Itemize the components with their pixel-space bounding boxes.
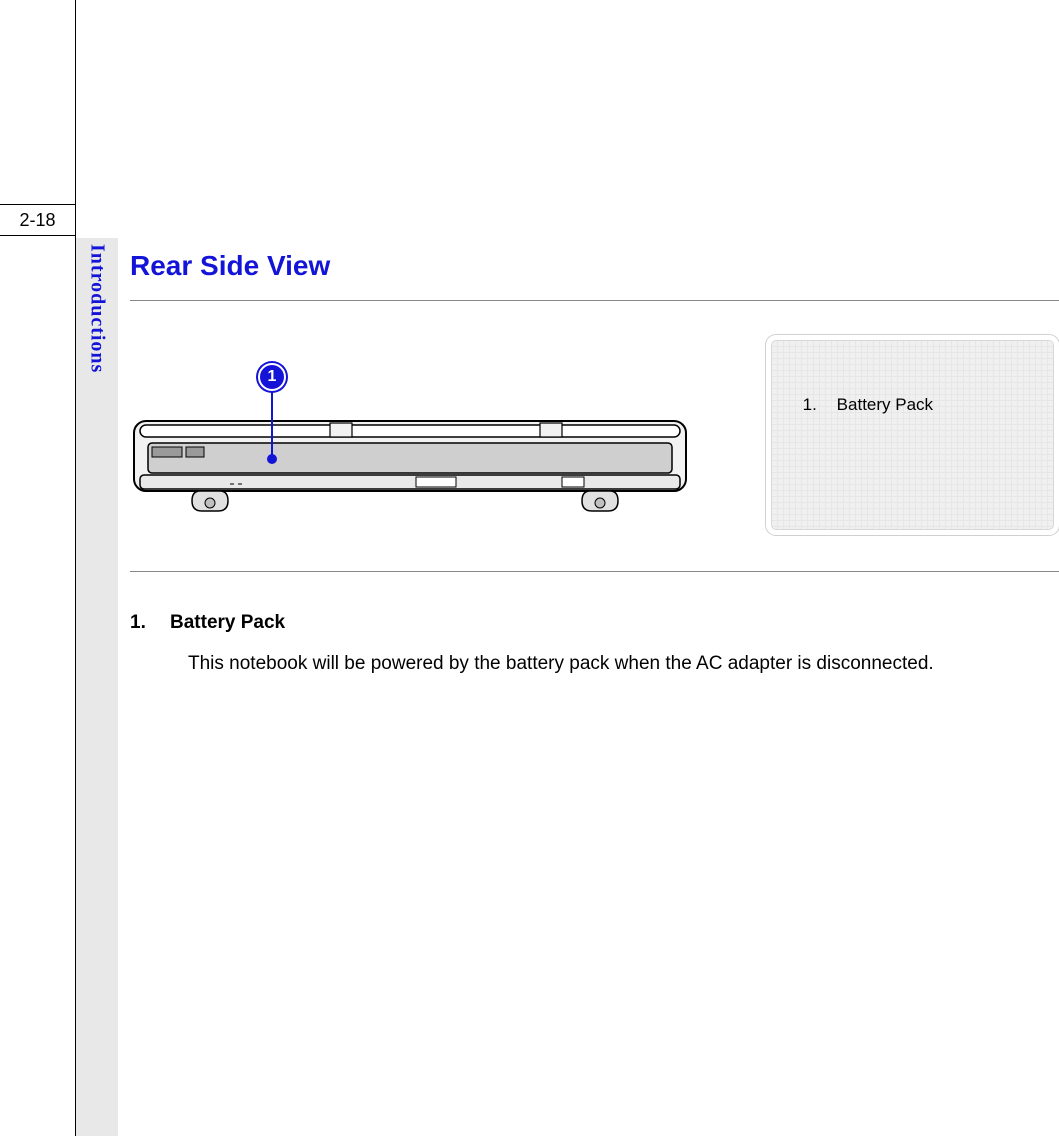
- callout-badge-1-text: 1: [268, 368, 277, 386]
- callout-badge-1: 1: [258, 363, 286, 391]
- device-rear-view-icon: [130, 411, 690, 516]
- figure-row: 1: [130, 301, 1059, 571]
- description-item-1-body: This notebook will be powered by the bat…: [188, 650, 1059, 679]
- section-rule-bottom: [130, 571, 1059, 572]
- description-list: 1. Battery Pack This notebook will be po…: [130, 612, 1059, 679]
- page-content: Rear Side View 1: [130, 250, 1059, 1136]
- description-item-1: 1. Battery Pack: [130, 612, 1059, 634]
- description-item-1-title: Battery Pack: [170, 612, 285, 634]
- page-number: 2-18: [0, 204, 75, 236]
- callout-line-1: [271, 391, 273, 457]
- sidebar-label-text: Introductions: [86, 244, 109, 373]
- legend-box: 1. Battery Pack: [766, 335, 1059, 535]
- callout-dot-1: [267, 454, 277, 464]
- manual-page: 2-18 Introductions Rear Side View 1: [0, 0, 1059, 1136]
- sidebar-label: Introductions: [76, 244, 118, 424]
- section-title: Rear Side View: [130, 250, 1059, 282]
- legend-item-1-label: Battery Pack: [837, 395, 933, 415]
- legend-item-1-number: 1.: [803, 395, 819, 415]
- description-item-1-number: 1.: [130, 612, 152, 634]
- page-number-text: 2-18: [19, 210, 55, 231]
- legend-item-1: 1. Battery Pack: [803, 395, 1034, 415]
- device-figure: 1: [130, 331, 726, 541]
